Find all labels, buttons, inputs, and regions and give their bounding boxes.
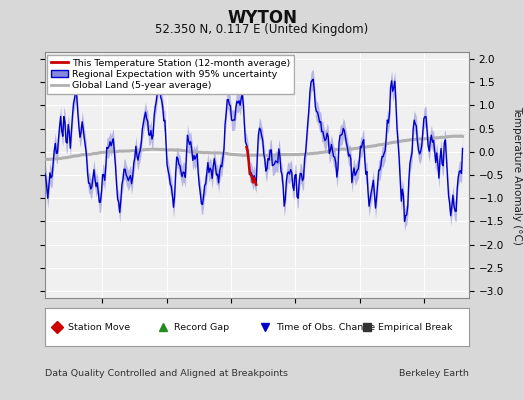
Text: Data Quality Controlled and Aligned at Breakpoints: Data Quality Controlled and Aligned at B… xyxy=(45,370,288,378)
Text: Berkeley Earth: Berkeley Earth xyxy=(399,370,469,378)
Text: 52.350 N, 0.117 E (United Kingdom): 52.350 N, 0.117 E (United Kingdom) xyxy=(156,24,368,36)
Text: Time of Obs. Change: Time of Obs. Change xyxy=(276,322,375,332)
Text: Record Gap: Record Gap xyxy=(174,322,229,332)
Text: Station Move: Station Move xyxy=(68,322,130,332)
Text: Empirical Break: Empirical Break xyxy=(378,322,452,332)
Legend: This Temperature Station (12-month average), Regional Expectation with 95% uncer: This Temperature Station (12-month avera… xyxy=(47,55,294,94)
Y-axis label: Temperature Anomaly (°C): Temperature Anomaly (°C) xyxy=(512,106,522,244)
Text: WYTON: WYTON xyxy=(227,9,297,27)
